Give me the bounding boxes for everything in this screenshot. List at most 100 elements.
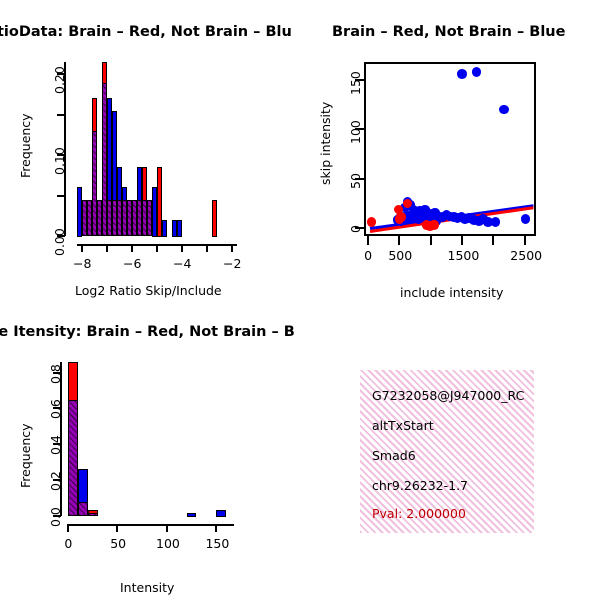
- scatter-point-not-brain: [464, 213, 474, 223]
- scatter-x-tick: [492, 236, 495, 245]
- gene-y-tick: [53, 515, 61, 517]
- ratio-y-tick: [57, 113, 65, 116]
- scatter-x-tick-label: 1500: [447, 248, 480, 263]
- gene-x-tick: [215, 524, 218, 532]
- scatter-x-tick: [366, 236, 369, 245]
- gene-x-tick-label: 0: [64, 536, 73, 551]
- intensity-scatter-panel: Brain – Red, Not Brain – Blue skip inten…: [300, 0, 600, 310]
- scatter-x-tick: [398, 236, 401, 245]
- ratio-y-tick: [57, 154, 65, 157]
- gene-bar-not-brain: [77, 469, 88, 504]
- gene-x-tick-label: 50: [110, 536, 127, 551]
- ratio-y-tick-label: 0.00: [52, 228, 67, 256]
- scatter-point-not-brain: [490, 217, 501, 227]
- scatter-point-not-brain: [520, 214, 531, 224]
- gene-y-axis: [60, 361, 62, 516]
- gene-x-tick: [116, 524, 119, 532]
- gene-y-tick-label: 0.2: [48, 471, 63, 492]
- info-line-locus: chr9.26232-1.7: [372, 478, 469, 493]
- scatter-point-brain: [429, 220, 439, 230]
- scatter-y-tick-label: 100: [348, 120, 363, 145]
- gene-y-tick: [53, 479, 61, 482]
- ratio-bar-not-brain: [172, 219, 177, 238]
- info-panel: G7232058@J947000_RC altTxStart Smad6 chr…: [360, 370, 534, 533]
- scatter-point-not-brain: [469, 215, 479, 225]
- gene-bar-brain: [87, 509, 98, 514]
- gene-y-tick: [53, 407, 61, 410]
- info-line-pval: Pval: 2.000000: [372, 506, 466, 521]
- ratio-bar-not-brain: [112, 110, 117, 201]
- intensity-scatter-plot-area: 0 50 100 150 0 500 1500 2500: [300, 0, 600, 310]
- gene-bar-overlap: [77, 501, 88, 516]
- ratio-x-tick-label: −4: [173, 256, 192, 271]
- gene-intensity-histogram-panel: ne Itensity: Brain – Red, Not Brain – B …: [0, 310, 300, 600]
- scatter-point-brain: [402, 198, 413, 209]
- ratio-bar-overlap: [127, 199, 132, 236]
- ratio-x-tick: [106, 244, 108, 252]
- scatter-x-tick: [460, 236, 463, 245]
- gene-y-tick: [53, 371, 61, 374]
- ratio-bar-overlap: [87, 199, 92, 236]
- ratio-bar-not-brain: [162, 219, 167, 238]
- scatter-x-tick-label: 0: [364, 248, 373, 263]
- ratio-bar-not-brain: [152, 187, 157, 238]
- scatter-x-tick-label: 500: [388, 248, 413, 263]
- info-line-probeset: G7232058@J947000_RC: [372, 388, 525, 403]
- ratio-bar-not-brain: [107, 98, 112, 201]
- ratio-bar-not-brain: [122, 187, 127, 201]
- ratio-y-tick: [57, 235, 65, 237]
- ratio-y-tick-label: 0.20: [52, 66, 67, 95]
- info-line-gene-symbol: Smad6: [372, 448, 416, 463]
- ratio-y-tick: [57, 194, 65, 197]
- ratio-bar-not-brain: [177, 219, 182, 238]
- scatter-point-not-brain: [415, 205, 425, 216]
- gene-y-tick-label: 0.0: [48, 507, 63, 527]
- ratio-x-tick-label: −6: [123, 256, 142, 271]
- ratio-y-tick: [57, 73, 65, 76]
- intensity-scatter-frame: [364, 62, 536, 236]
- ratio-histogram-title: RatioData: Brain – Red, Not Brain – Blu: [0, 24, 292, 40]
- intensity-scatter-title: Brain – Red, Not Brain – Blue: [332, 24, 566, 40]
- gene-y-tick: [53, 443, 61, 446]
- scatter-x-tick: [429, 236, 432, 245]
- info-line-event-type: altTxStart: [372, 418, 434, 433]
- ratio-y-tick-label: 0.10: [52, 147, 67, 176]
- scatter-point-not-brain: [483, 217, 493, 227]
- scatter-point-brain: [393, 204, 404, 215]
- ratio-bar-brain: [102, 62, 107, 84]
- ratio-bar-brain: [92, 98, 97, 133]
- scatter-point-brain: [366, 217, 377, 227]
- ratio-y-axis: [64, 62, 66, 236]
- scatter-y-tick-label: 0: [348, 225, 363, 234]
- ratio-x-tick: [156, 244, 158, 252]
- ratio-x-tick: [131, 244, 133, 252]
- gene-x-tick: [165, 524, 168, 532]
- intensity-scatter-xlabel: include intensity: [400, 285, 504, 300]
- gene-y-tick-label: 0.6: [48, 399, 63, 420]
- gene-intensity-histogram-xlabel: Intensity: [120, 580, 175, 595]
- scatter-y-tick-label: 150: [348, 70, 363, 95]
- gene-bar-not-brain: [186, 513, 197, 518]
- scatter-y-tick: [355, 177, 364, 180]
- ratio-bar-overlap: [132, 199, 137, 236]
- ratio-x-tick: [206, 244, 208, 252]
- scatter-x-tick: [523, 236, 526, 245]
- scatter-y-tick: [355, 78, 364, 81]
- ratio-bar-overlap: [97, 199, 102, 236]
- ratio-x-tick: [181, 244, 183, 252]
- ratio-histogram-xlabel: Log2 Ratio Skip/Include: [75, 283, 222, 298]
- scatter-y-tick: [355, 227, 364, 230]
- scatter-point-not-brain: [499, 104, 509, 115]
- scatter-point-not-brain: [457, 69, 467, 79]
- scatter-y-tick: [355, 128, 364, 131]
- ratio-x-tick-label: −8: [73, 256, 92, 271]
- ratio-bar-not-brain: [117, 167, 122, 201]
- scatter-x-tick-label: 2500: [510, 248, 543, 263]
- gene-x-tick-label: 150: [205, 536, 230, 551]
- ratio-histogram-panel: RatioData: Brain – Red, Not Brain – Blu …: [0, 0, 300, 310]
- gene-intensity-histogram-title: ne Itensity: Brain – Red, Not Brain – B: [0, 324, 295, 340]
- gene-y-tick-label: 0.4: [48, 435, 63, 456]
- scatter-point-not-brain: [471, 67, 482, 77]
- scatter-point-not-brain: [478, 214, 488, 224]
- gene-intensity-histogram-plot-area: 0.0 0.2 0.4 0.6 0.8 0 50 100 150: [0, 310, 300, 600]
